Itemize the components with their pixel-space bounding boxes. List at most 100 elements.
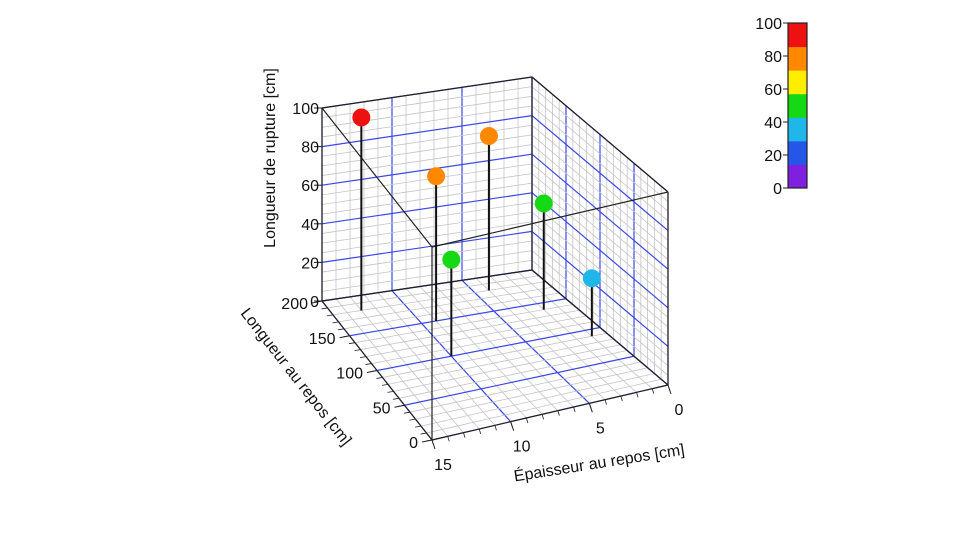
floor-gridline bbox=[409, 361, 641, 413]
y-tick-label: 200 bbox=[281, 296, 308, 313]
back-wall-gridline bbox=[321, 86, 533, 119]
side-wall-gridline bbox=[531, 134, 669, 251]
color-scale-border bbox=[787, 22, 808, 189]
point-stems bbox=[360, 117, 593, 357]
box-edge bbox=[321, 107, 433, 248]
back-wall-gridline bbox=[321, 163, 533, 196]
side-wall-gridline bbox=[531, 173, 669, 289]
x-minor-tick-mark bbox=[510, 421, 513, 427]
x-tick-label: 10 bbox=[513, 439, 531, 456]
z-tick-label: 80 bbox=[301, 140, 319, 157]
y-minor-tick-mark bbox=[343, 335, 350, 338]
back-wall-gridline bbox=[321, 211, 533, 244]
y-minor-tick-mark bbox=[359, 356, 367, 358]
side-wall-gridline bbox=[531, 105, 669, 222]
y-tick-label: 50 bbox=[373, 400, 391, 417]
side-wall-gridline bbox=[531, 211, 669, 328]
x-axis-title: Épaisseur au repos [cm] bbox=[512, 440, 685, 486]
floor-gridline bbox=[387, 338, 614, 385]
side-wall-gridline bbox=[531, 192, 669, 309]
side-wall-gridline bbox=[531, 124, 669, 241]
y-minor-tick-mark bbox=[354, 349, 361, 352]
y-minor-tick-mark bbox=[398, 404, 405, 407]
data-point bbox=[534, 194, 553, 213]
x-minor-tick-mark bbox=[557, 410, 560, 416]
box-edge bbox=[531, 269, 669, 386]
back-wall-gridline bbox=[321, 124, 533, 157]
y-minor-tick-mark bbox=[392, 397, 400, 400]
back-wall-gridline bbox=[321, 144, 533, 176]
x-minor-tick-mark bbox=[620, 395, 623, 402]
color-scale-tick-label: 80 bbox=[764, 49, 782, 66]
side-wall-gridline bbox=[531, 86, 669, 202]
y-minor-tick-mark bbox=[376, 377, 383, 379]
y-tick-label: 0 bbox=[409, 435, 418, 452]
x-minor-tick-mark bbox=[667, 384, 670, 391]
color-scale-segment bbox=[788, 70, 807, 95]
floor-gridline bbox=[360, 309, 580, 351]
y-minor-tick-mark bbox=[326, 314, 334, 317]
y-minor-tick-mark bbox=[420, 432, 427, 435]
side-wall-gridline bbox=[531, 260, 669, 376]
side-wall-gridline bbox=[531, 240, 669, 357]
side-wall-gridline bbox=[531, 202, 669, 318]
y-minor-tick-mark bbox=[337, 328, 345, 331]
x-minor-tick-mark bbox=[651, 388, 655, 394]
x-tick-label: 5 bbox=[596, 420, 605, 437]
x-minor-tick-mark bbox=[604, 399, 607, 405]
side-wall-gridline bbox=[531, 153, 669, 270]
back-wall-gridline bbox=[321, 250, 533, 283]
y-minor-tick-mark bbox=[332, 321, 339, 324]
color-scale-segment bbox=[788, 117, 807, 142]
floor-gridline bbox=[393, 344, 621, 392]
y-minor-tick-mark bbox=[321, 307, 328, 310]
y-minor-tick-mark bbox=[348, 342, 356, 345]
data-point bbox=[442, 250, 461, 269]
data-points bbox=[352, 108, 601, 288]
y-minor-tick-mark bbox=[381, 384, 389, 386]
x-minor-tick-mark bbox=[494, 425, 497, 431]
back-wall-gridline bbox=[321, 240, 533, 273]
back-wall-gridline bbox=[321, 230, 533, 263]
back-wall-gridline bbox=[321, 173, 533, 205]
back-wall-gridline bbox=[321, 95, 533, 128]
floor-gridline bbox=[349, 298, 567, 337]
data-point bbox=[427, 167, 446, 186]
side-wall-gridline bbox=[531, 250, 669, 367]
floor-gridline bbox=[354, 304, 573, 344]
color-scale-segment bbox=[788, 93, 807, 118]
box-edge bbox=[431, 384, 669, 441]
floor-gridline bbox=[420, 373, 655, 427]
color-scale-bar: 0 20 40 60 80 100 bbox=[755, 16, 808, 198]
side-wall-gridline bbox=[531, 163, 669, 280]
color-scale-tick-label: 100 bbox=[755, 16, 782, 33]
floor-gridline bbox=[327, 275, 539, 309]
side-wall-gridline bbox=[531, 230, 669, 347]
back-wall-gridline bbox=[321, 259, 533, 292]
y-minor-tick-mark bbox=[425, 439, 433, 442]
y-minor-tick-mark bbox=[387, 390, 394, 393]
z-tick-label: 60 bbox=[301, 178, 319, 195]
y-minor-tick-mark bbox=[370, 370, 378, 372]
z-tick-label: 40 bbox=[301, 217, 319, 234]
y-minor-tick-mark bbox=[414, 425, 422, 428]
x-minor-tick-mark bbox=[478, 428, 482, 435]
z-axis-title: Longueur de rupture [cm] bbox=[262, 68, 279, 248]
side-wall-gridline bbox=[531, 182, 669, 299]
box-edge bbox=[531, 76, 669, 193]
floor-gridline bbox=[426, 378, 662, 434]
y-tick-label: 100 bbox=[336, 366, 363, 383]
y-minor-tick-mark bbox=[365, 363, 372, 365]
back-wall-gridline bbox=[321, 115, 533, 148]
floor-gridline bbox=[398, 350, 628, 399]
side-wall-gridline bbox=[531, 144, 669, 260]
floor-gridline bbox=[404, 355, 635, 406]
z-tick-label: 0 bbox=[310, 294, 319, 311]
x-minor-tick-mark bbox=[636, 392, 639, 398]
back-wall-gridline bbox=[321, 182, 533, 215]
floor-gridline bbox=[365, 315, 587, 357]
back-wall-gridline bbox=[321, 192, 533, 225]
floor-gridline bbox=[382, 332, 607, 378]
back-wall-gridline bbox=[321, 221, 533, 254]
floor-gridline bbox=[376, 326, 601, 372]
